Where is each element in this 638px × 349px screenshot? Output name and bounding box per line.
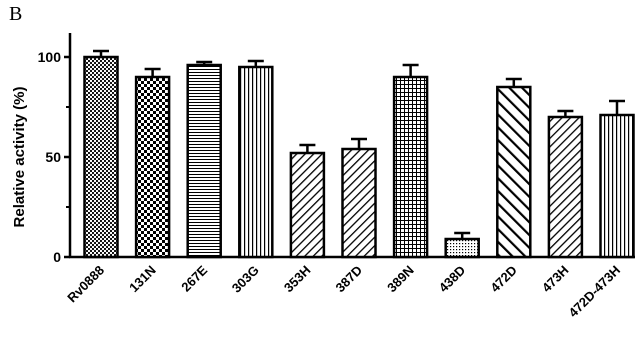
bar-387D	[341, 147, 377, 259]
bar-473H	[547, 115, 584, 259]
x-tick-label: 131N	[126, 263, 159, 296]
bar-303G	[238, 65, 274, 259]
bars-group	[83, 49, 635, 259]
bar-353H	[289, 151, 326, 259]
bar-472D-473H	[599, 113, 635, 259]
x-tick-label: 387D	[333, 263, 366, 296]
bar-389N	[392, 75, 429, 259]
y-tick-label: 0	[53, 249, 61, 265]
bar-267E	[186, 63, 222, 259]
bar-Rv0888	[83, 55, 119, 259]
bar-438D	[444, 237, 480, 259]
x-tick-label: 303G	[229, 263, 262, 296]
bar-131N	[134, 75, 171, 259]
bar-472D	[496, 85, 532, 259]
x-tick-label: 267E	[178, 262, 210, 294]
y-tick-label: 50	[45, 149, 61, 165]
x-tick-label: Rv0888	[64, 263, 107, 306]
y-axis-label: Relative activity (%)	[11, 87, 28, 228]
panel-label: B	[9, 3, 23, 25]
x-tick-label: 438D	[436, 263, 469, 296]
x-tick-label: 472D-473H	[565, 263, 623, 321]
x-tick-label: 472D	[487, 263, 520, 296]
x-tick-label: 473H	[539, 263, 572, 296]
y-tick-label: 100	[38, 49, 62, 65]
x-tick-label: 353H	[281, 263, 314, 296]
x-tick-label: 389N	[384, 263, 417, 296]
